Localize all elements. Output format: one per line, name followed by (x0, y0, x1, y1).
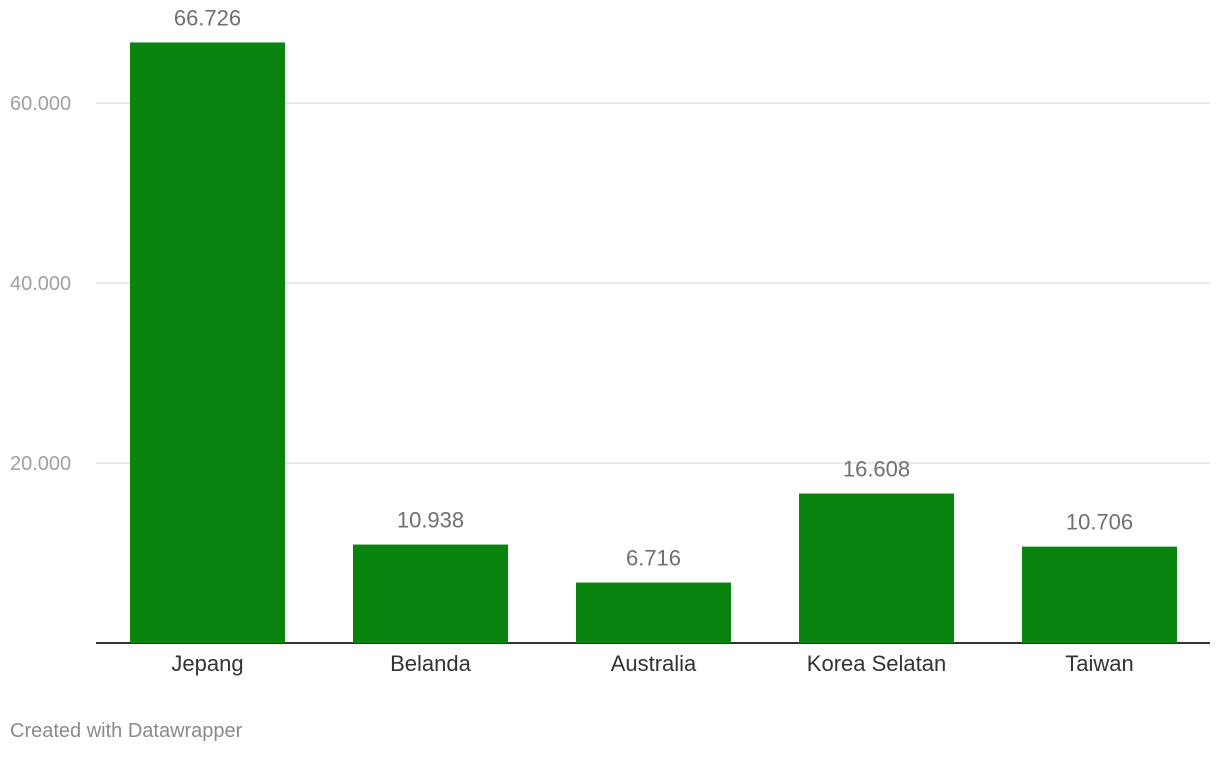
value-label: 6.716 (626, 546, 681, 571)
bar-layer (130, 42, 1177, 643)
x-tick-label: Australia (611, 651, 697, 676)
value-label: 66.726 (174, 5, 241, 30)
bar (799, 493, 954, 643)
x-tick-label: Belanda (390, 651, 472, 676)
x-tick-label: Jepang (171, 651, 243, 676)
y-tick-label: 60.000 (10, 93, 71, 115)
x-tick-label: Taiwan (1065, 651, 1133, 676)
label-layer: 20.000 40.000 60.000 66.726 Jepang 10.938 Bela… (10, 5, 1134, 676)
x-tick-label: Korea Selatan (807, 651, 946, 676)
bar (1022, 546, 1177, 643)
bar (576, 582, 731, 643)
y-tick-label: 20.000 (10, 453, 71, 475)
y-tick-label: 40.000 (10, 273, 71, 295)
footer-credit: Created with Datawrapper (10, 720, 243, 742)
value-label: 10.706 (1066, 510, 1133, 535)
bar (130, 42, 285, 643)
bar (353, 544, 508, 643)
value-label: 16.608 (843, 457, 910, 482)
value-label: 10.938 (397, 508, 464, 533)
